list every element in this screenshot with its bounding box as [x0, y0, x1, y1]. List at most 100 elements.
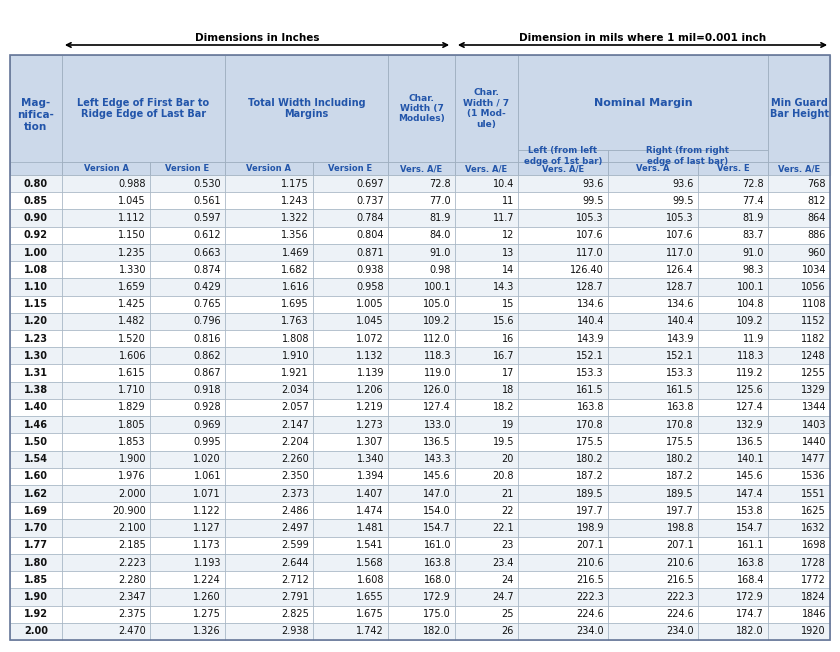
Text: 1.853: 1.853: [118, 437, 146, 447]
Text: 20.8: 20.8: [492, 471, 514, 481]
Text: 1.60: 1.60: [24, 471, 48, 481]
Text: 1.54: 1.54: [24, 454, 48, 464]
Text: 1.469: 1.469: [281, 248, 309, 258]
Bar: [608, 381, 698, 399]
Bar: [313, 571, 388, 588]
Bar: [313, 295, 388, 313]
Text: 1056: 1056: [801, 282, 826, 292]
Text: 172.9: 172.9: [423, 592, 451, 602]
Text: 1698: 1698: [801, 541, 826, 550]
Text: 1.70: 1.70: [24, 523, 48, 533]
Text: Min Guard
Bar Height: Min Guard Bar Height: [769, 98, 828, 119]
Text: 2.034: 2.034: [281, 385, 309, 395]
Bar: [10, 55, 62, 175]
Bar: [10, 175, 62, 192]
Text: 16: 16: [501, 334, 514, 344]
Bar: [313, 192, 388, 209]
Text: 1.322: 1.322: [281, 213, 309, 223]
Text: 1632: 1632: [801, 523, 826, 533]
Bar: [608, 295, 698, 313]
Text: 147.0: 147.0: [423, 488, 451, 499]
Text: 2.057: 2.057: [281, 402, 309, 413]
Bar: [768, 451, 830, 467]
Bar: [455, 451, 518, 467]
Text: 0.871: 0.871: [356, 248, 384, 258]
Text: 125.6: 125.6: [736, 385, 764, 395]
Bar: [225, 227, 313, 244]
Text: 2.00: 2.00: [24, 627, 48, 636]
Text: 174.7: 174.7: [736, 609, 764, 619]
Text: 1.005: 1.005: [356, 299, 384, 309]
Bar: [150, 606, 225, 623]
Text: 154.0: 154.0: [423, 506, 451, 516]
Bar: [768, 399, 830, 416]
Bar: [455, 330, 518, 348]
Bar: [608, 192, 698, 209]
Bar: [62, 467, 150, 485]
Bar: [10, 451, 62, 467]
Bar: [455, 55, 518, 162]
Bar: [698, 364, 768, 381]
Bar: [313, 537, 388, 554]
Text: 83.7: 83.7: [743, 230, 764, 241]
Text: 126.4: 126.4: [666, 265, 694, 274]
Bar: [225, 451, 313, 467]
Text: 99.5: 99.5: [673, 196, 694, 206]
Text: 99.5: 99.5: [582, 196, 604, 206]
Bar: [225, 502, 313, 520]
Bar: [518, 162, 608, 175]
Text: 1625: 1625: [801, 506, 826, 516]
Text: 886: 886: [807, 230, 826, 241]
Text: 0.85: 0.85: [24, 196, 48, 206]
Text: 2.000: 2.000: [118, 488, 146, 499]
Text: 12: 12: [501, 230, 514, 241]
Text: 1.808: 1.808: [281, 334, 309, 344]
Text: 1.330: 1.330: [118, 265, 146, 274]
Bar: [455, 502, 518, 520]
Bar: [518, 416, 608, 434]
Bar: [455, 313, 518, 330]
Text: 100.1: 100.1: [737, 282, 764, 292]
Bar: [698, 571, 768, 588]
Text: 1.46: 1.46: [24, 420, 48, 430]
Bar: [62, 451, 150, 467]
Bar: [768, 261, 830, 278]
Text: 1.910: 1.910: [281, 351, 309, 361]
Bar: [62, 537, 150, 554]
Bar: [313, 175, 388, 192]
Text: 0.98: 0.98: [429, 265, 451, 274]
Text: 187.2: 187.2: [576, 471, 604, 481]
Bar: [768, 502, 830, 520]
Bar: [455, 520, 518, 537]
Text: 1.608: 1.608: [356, 574, 384, 585]
Bar: [62, 364, 150, 381]
Text: 234.0: 234.0: [666, 627, 694, 636]
Text: 143.9: 143.9: [576, 334, 604, 344]
Bar: [62, 381, 150, 399]
Bar: [388, 571, 455, 588]
Bar: [518, 554, 608, 571]
Bar: [313, 162, 388, 175]
Bar: [388, 278, 455, 295]
Bar: [10, 313, 62, 330]
Text: 105.3: 105.3: [576, 213, 604, 223]
Bar: [10, 537, 62, 554]
Bar: [10, 55, 830, 640]
Text: 1.80: 1.80: [24, 557, 48, 567]
Text: 26: 26: [501, 627, 514, 636]
Bar: [768, 588, 830, 606]
Text: 1.072: 1.072: [356, 334, 384, 344]
Bar: [10, 209, 62, 227]
Text: 1.69: 1.69: [24, 506, 48, 516]
Bar: [455, 209, 518, 227]
Bar: [518, 348, 608, 364]
Text: 112.0: 112.0: [423, 334, 451, 344]
Bar: [518, 520, 608, 537]
Text: 1.150: 1.150: [118, 230, 146, 241]
Bar: [768, 554, 830, 571]
Bar: [518, 623, 608, 640]
Bar: [388, 313, 455, 330]
Bar: [150, 485, 225, 502]
Bar: [10, 364, 62, 381]
Bar: [518, 364, 608, 381]
